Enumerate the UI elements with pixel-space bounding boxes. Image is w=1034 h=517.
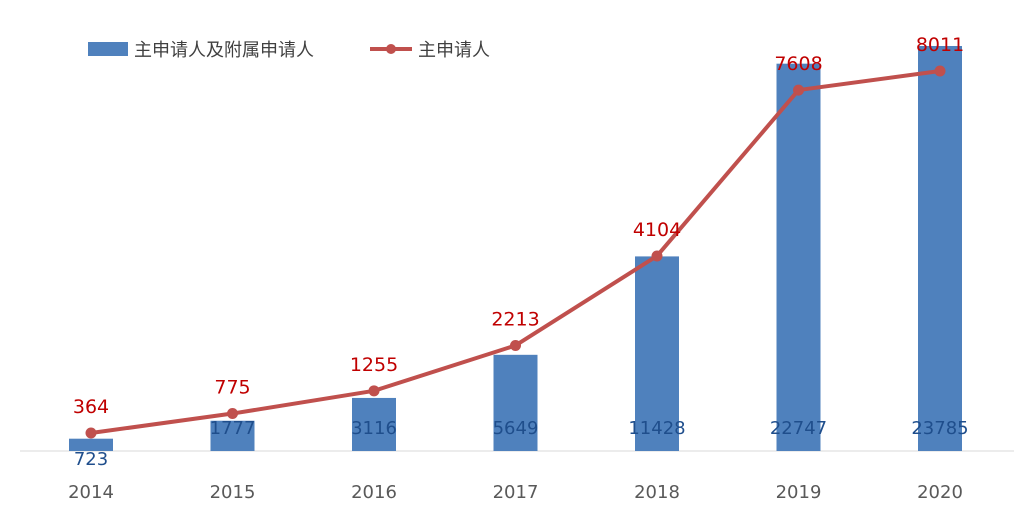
legend-label-bar: 主申请人及附属申请人 <box>134 40 314 61</box>
bar-label-2016: 3116 <box>351 418 397 439</box>
x-tick-2014: 2014 <box>68 482 114 503</box>
bar-2018 <box>635 256 679 451</box>
x-ticks-group: 2014 2015 2016 2017 2018 2019 2020 <box>68 482 963 503</box>
bar-label-2014: 723 <box>74 449 108 470</box>
line-label-2016: 1255 <box>350 354 398 376</box>
bars-group <box>69 46 962 451</box>
legend: 主申请人及附属申请人 主申请人 <box>88 40 490 61</box>
bar-label-2019: 22747 <box>770 418 827 439</box>
x-tick-2019: 2019 <box>776 482 822 503</box>
line-point-2019 <box>793 84 804 96</box>
line-point-2016 <box>368 385 380 397</box>
line-group <box>85 65 946 439</box>
bar-2016 <box>352 397 396 451</box>
x-tick-2015: 2015 <box>210 482 256 503</box>
legend-label-line: 主申请人 <box>418 40 490 61</box>
line-label-2019: 7608 <box>774 53 822 75</box>
line-label-2014: 364 <box>73 396 109 418</box>
line-label-2017: 2213 <box>491 308 539 330</box>
line-label-2020: 8011 <box>916 34 964 56</box>
x-tick-2016: 2016 <box>351 482 397 503</box>
line-point-2018 <box>651 250 663 262</box>
legend-swatch-bar <box>88 42 128 56</box>
line-label-2018: 4104 <box>633 219 681 241</box>
bar-label-2020: 23785 <box>911 418 968 439</box>
bar-2020 <box>918 46 962 451</box>
line-point-2015 <box>227 408 238 420</box>
line-point-2020 <box>934 65 946 77</box>
line-point-2014 <box>85 427 97 439</box>
bar-2014 <box>69 438 113 451</box>
bar-2019 <box>776 63 821 451</box>
bar-label-2017: 5649 <box>493 418 539 439</box>
x-tick-2017: 2017 <box>493 482 539 503</box>
line-point-2017 <box>510 339 521 351</box>
x-tick-2020: 2020 <box>917 482 963 503</box>
line-label-2015: 775 <box>214 377 250 399</box>
x-tick-2018: 2018 <box>634 482 680 503</box>
bar-2015 <box>210 420 255 451</box>
legend-swatch-marker <box>386 44 396 54</box>
labels-group: 723 364 1777 775 3116 1255 5649 2213 11428 4104 22… <box>73 34 969 470</box>
bar-2017 <box>493 354 538 451</box>
bar-label-2015: 1777 <box>210 418 256 439</box>
bar-label-2018: 11428 <box>628 418 685 439</box>
